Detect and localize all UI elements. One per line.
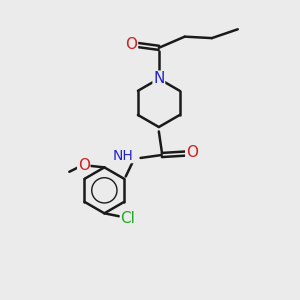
Text: O: O <box>78 158 90 173</box>
Text: N: N <box>153 71 164 86</box>
Text: O: O <box>125 38 137 52</box>
Text: Cl: Cl <box>121 211 135 226</box>
Text: O: O <box>186 145 198 160</box>
Text: NH: NH <box>113 148 134 163</box>
